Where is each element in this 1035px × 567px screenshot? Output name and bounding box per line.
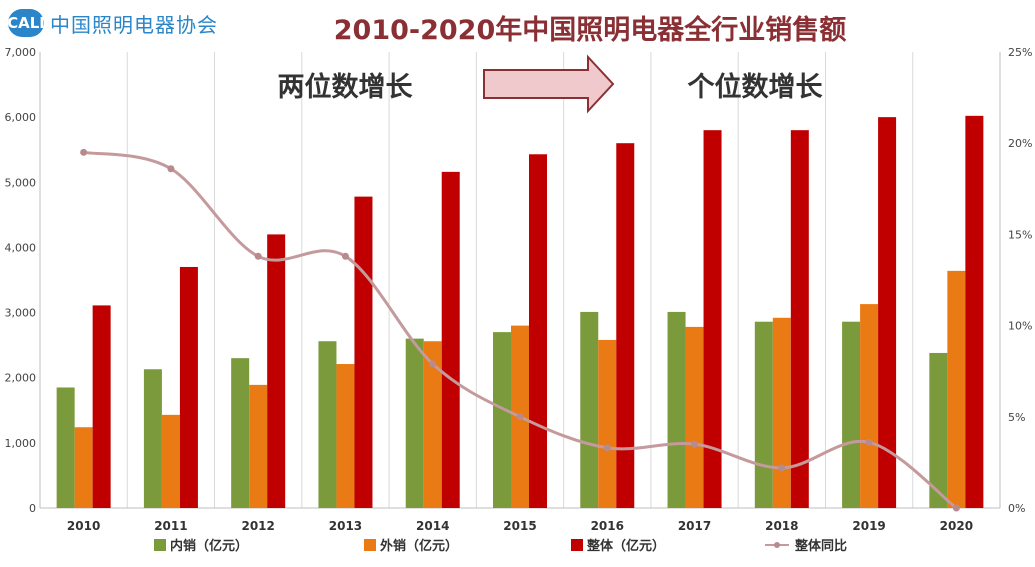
bar-total	[92, 305, 111, 508]
yoy-point	[952, 504, 960, 512]
legend-swatch	[364, 539, 376, 551]
x-tick-label: 2013	[329, 519, 362, 533]
left-tick-label: 6,000	[5, 111, 37, 124]
bar-export	[423, 341, 442, 508]
trend-arrow-icon	[483, 54, 615, 114]
yoy-point	[691, 440, 699, 448]
bar-export	[772, 317, 791, 508]
bar-export	[947, 270, 966, 508]
right-tick-label: 15%	[1008, 228, 1032, 241]
yoy-point	[865, 438, 873, 446]
bar-domestic	[929, 352, 948, 508]
bar-domestic	[231, 358, 250, 508]
bar-domestic	[842, 321, 861, 508]
x-tick-label: 2017	[678, 519, 711, 533]
bar-export	[685, 326, 704, 508]
legend-line-marker	[774, 542, 780, 548]
bar-domestic	[143, 369, 162, 508]
legend-swatch	[571, 539, 583, 551]
bar-domestic	[318, 341, 337, 508]
legend-label: 整体（亿元）	[586, 538, 665, 554]
x-tick-label: 2020	[940, 519, 973, 533]
bar-domestic	[667, 311, 686, 508]
x-tick-label: 2011	[154, 519, 187, 533]
yoy-point	[80, 148, 88, 156]
left-tick-label: 4,000	[5, 241, 37, 254]
yoy-point	[429, 360, 437, 368]
x-tick-label: 2014	[416, 519, 449, 533]
bar-domestic	[493, 332, 511, 508]
bar-domestic	[754, 321, 773, 508]
legend-swatch	[154, 539, 166, 551]
bar-total	[529, 154, 547, 508]
bar-export	[598, 339, 617, 508]
bar-export	[74, 427, 93, 508]
bar-total	[267, 234, 286, 508]
yoy-point	[341, 252, 349, 260]
legend-label: 整体同比	[794, 538, 847, 554]
yoy-point	[254, 252, 262, 260]
chart-title: 2010-2020年中国照明电器全行业销售额	[333, 15, 847, 46]
x-tick-label: 2019	[852, 519, 885, 533]
left-tick-label: 0	[29, 502, 36, 515]
right-tick-label: 0%	[1008, 502, 1025, 515]
bar-total	[441, 171, 460, 508]
association-logo: CALI 中国照明电器协会	[7, 6, 238, 40]
bar-total	[354, 196, 373, 509]
left-tick-label: 1,000	[5, 437, 37, 450]
x-tick-label: 2010	[67, 519, 100, 533]
annotation-double-digit: 两位数增长	[278, 71, 414, 103]
bar-domestic	[580, 311, 599, 508]
bar-export	[249, 384, 268, 508]
yoy-point	[167, 165, 175, 173]
bar-total	[179, 266, 198, 508]
bar-domestic	[405, 338, 424, 508]
yoy-point	[603, 444, 611, 452]
bar-domestic	[56, 387, 75, 508]
bar-total	[965, 115, 984, 508]
bar-export	[860, 304, 879, 508]
x-tick-label: 2015	[503, 519, 536, 533]
bar-total	[703, 130, 722, 508]
x-tick-label: 2016	[591, 519, 624, 533]
yoy-point	[778, 464, 786, 472]
legend-label: 内销（亿元）	[170, 538, 248, 554]
yoy-point	[516, 413, 524, 421]
bar-export	[161, 414, 180, 508]
right-tick-label: 10%	[1008, 320, 1032, 333]
left-tick-label: 2,000	[5, 372, 37, 385]
left-tick-label: 5,000	[5, 176, 37, 189]
bar-total	[878, 117, 897, 509]
left-tick-label: 7,000	[5, 46, 37, 59]
legend-label: 外销（亿元）	[379, 538, 458, 554]
bar-total	[616, 143, 635, 508]
bar-export	[336, 364, 355, 508]
x-tick-label: 2018	[765, 519, 798, 533]
right-tick-label: 20%	[1008, 137, 1032, 150]
logo-mark-icon: CALI	[7, 9, 45, 37]
yoy-line	[83, 150, 958, 510]
x-tick-label: 2012	[241, 519, 274, 533]
bar-total	[790, 130, 809, 508]
left-tick-label: 3,000	[5, 307, 37, 320]
right-tick-label: 25%	[1008, 46, 1032, 59]
right-tick-label: 5%	[1008, 411, 1025, 424]
logo-text: 中国照明电器协会	[50, 12, 218, 37]
annotation-single-digit: 个位数增长	[688, 71, 824, 103]
